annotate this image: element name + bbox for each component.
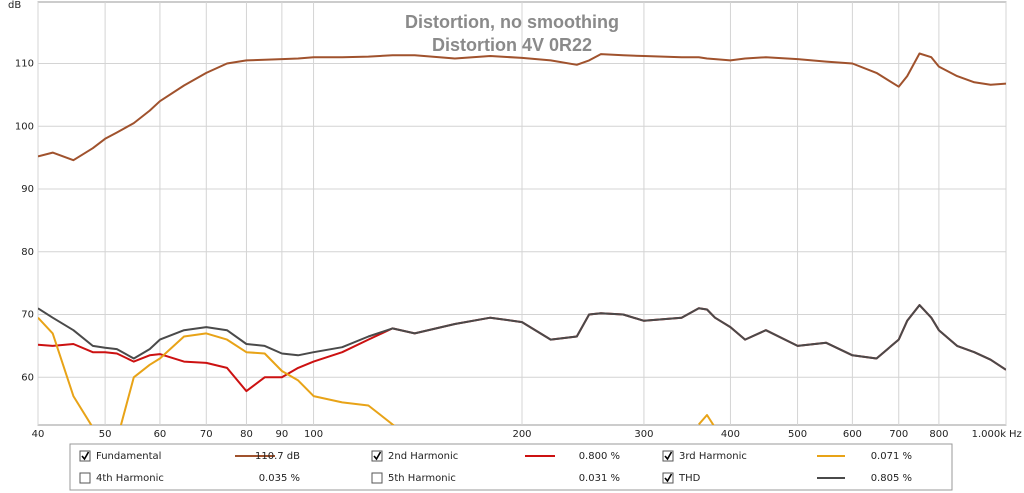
x-tick-label: 70 — [200, 429, 213, 440]
x-tick-label: 800 — [929, 429, 948, 440]
x-tick-label: 600 — [843, 429, 862, 440]
y-tick-label: 110 — [15, 59, 34, 70]
legend-label: 5th Harmonic — [388, 473, 456, 484]
legend-label: THD — [678, 473, 701, 484]
x-tick-label: 40 — [32, 429, 45, 440]
legend-label: 2nd Harmonic — [388, 451, 458, 462]
y-tick-label: 80 — [21, 247, 34, 258]
legend — [69, 443, 953, 491]
legend-label: 3rd Harmonic — [679, 451, 747, 462]
legend-readout: 0.031 % — [579, 473, 620, 484]
y-tick-label: 60 — [21, 372, 34, 383]
x-tick-label: 1.000k — [972, 429, 1007, 440]
check-mark — [81, 451, 90, 461]
series-line — [38, 304, 1006, 371]
check-mark — [664, 473, 673, 483]
x-tick-label: 400 — [721, 429, 740, 440]
series-line — [38, 52, 1006, 162]
x-tick-label: 300 — [634, 429, 653, 440]
x-tick-label: 60 — [154, 429, 167, 440]
x-tick-label: 90 — [276, 429, 289, 440]
x-tick-label: 100 — [304, 429, 323, 440]
y-tick-label: 70 — [21, 310, 34, 321]
chart-subtitle: Distortion 4V 0R22 — [432, 35, 592, 55]
legend-readout: 0.805 % — [871, 473, 912, 484]
legend-readout: 110.7 dB — [255, 451, 300, 462]
series-line — [38, 317, 715, 425]
x-tick-label: 80 — [240, 429, 253, 440]
y-tick-label: 100 — [15, 121, 34, 132]
x-tick-label: 200 — [512, 429, 531, 440]
y-axis-label: dB — [8, 0, 21, 11]
legend-label: 4th Harmonic — [96, 473, 164, 484]
x-axis-unit: Hz — [1009, 429, 1022, 440]
chart-title: Distortion, no smoothing — [405, 12, 619, 32]
legend-readout: 0.800 % — [579, 451, 620, 462]
legend-checkbox[interactable] — [371, 450, 383, 462]
x-tick-label: 50 — [99, 429, 112, 440]
legend-label: Fundamental — [96, 451, 161, 462]
legend-readout: 0.071 % — [871, 451, 912, 462]
check-mark — [373, 451, 382, 461]
x-tick-label: 500 — [788, 429, 807, 440]
legend-checkbox[interactable] — [662, 472, 674, 484]
legend-checkbox[interactable] — [79, 472, 91, 484]
legend-readout: 0.035 % — [259, 473, 300, 484]
check-mark — [664, 451, 673, 461]
y-tick-label: 90 — [21, 184, 34, 195]
legend-checkbox[interactable] — [662, 450, 674, 462]
legend-checkbox[interactable] — [371, 472, 383, 484]
legend-checkbox[interactable] — [79, 450, 91, 462]
x-tick-label: 700 — [889, 429, 908, 440]
